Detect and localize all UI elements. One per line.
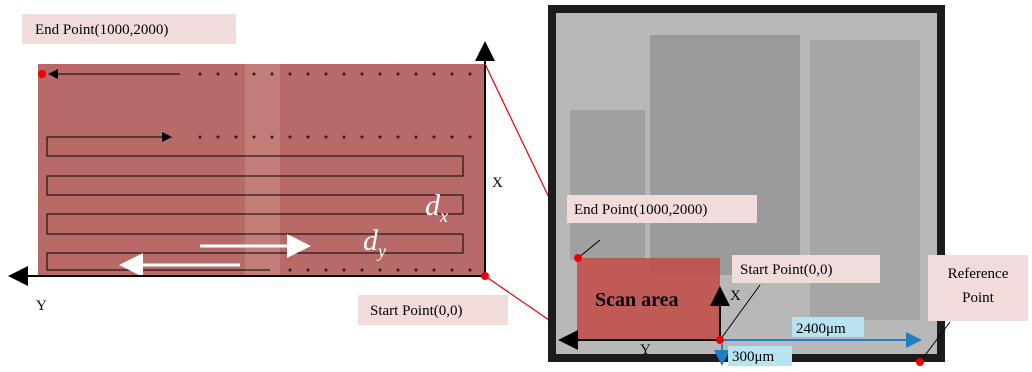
end-label: End Point(1000,2000) bbox=[574, 202, 707, 218]
reference-point bbox=[916, 358, 924, 366]
chip-region bbox=[650, 35, 800, 275]
dy-subscript: y bbox=[376, 241, 386, 261]
chip-region bbox=[570, 110, 645, 260]
axis-label: X bbox=[730, 288, 741, 304]
reference-label-line: Point bbox=[962, 290, 995, 306]
scan-area-label: Scan area bbox=[595, 289, 679, 311]
diagram: X Y dx dy End Point(1000,2000) Start Poi… bbox=[0, 0, 1032, 367]
dx-subscript: x bbox=[439, 206, 448, 226]
end-label: End Point(1000,2000) bbox=[35, 22, 168, 38]
left-panel: X Y dx dy End Point(1000,2000) Start Poi… bbox=[12, 14, 508, 325]
start-point bbox=[716, 336, 724, 344]
axis-label: Y bbox=[640, 342, 651, 358]
dim-label: 300μm bbox=[732, 349, 775, 365]
axis-label: X bbox=[492, 175, 503, 191]
start-label: Start Point(0,0) bbox=[740, 262, 833, 278]
axis-label: Y bbox=[36, 298, 47, 314]
image-band bbox=[245, 64, 280, 276]
dy-symbol: d bbox=[363, 224, 379, 257]
end-point bbox=[574, 254, 582, 262]
dim-label: 2400μm bbox=[796, 321, 846, 337]
end-point bbox=[38, 70, 46, 78]
start-label: Start Point(0,0) bbox=[370, 303, 463, 319]
right-panel: Scan area X Y End Point(1000,2000) Start… bbox=[548, 5, 1028, 366]
label-box bbox=[928, 255, 1028, 321]
dx-symbol: d bbox=[425, 189, 441, 222]
reference-label-line: Reference bbox=[948, 266, 1009, 282]
